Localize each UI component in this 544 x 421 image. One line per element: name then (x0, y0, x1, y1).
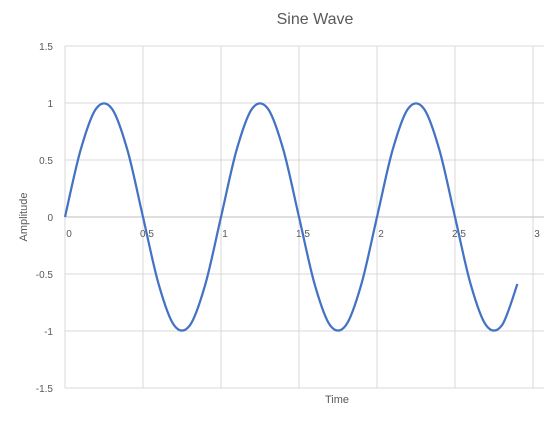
y-tick-label: 1.5 (39, 42, 53, 53)
y-axis-tick-labels: 1.5 1 0.5 0 -0.5 -1 -1.5 (36, 42, 54, 395)
sine-series-line (63, 102, 519, 332)
y-tick-label: 0.5 (39, 156, 53, 167)
x-tick-label: 2 (378, 229, 384, 240)
y-tick-label: 0 (47, 213, 53, 224)
y-tick-label: -1.5 (36, 384, 54, 395)
y-axis-title: Amplitude (18, 193, 30, 242)
y-tick-label: -0.5 (36, 270, 54, 281)
x-tick-label: 1 (222, 229, 228, 240)
horizontal-gridlines (65, 45, 544, 389)
x-tick-label: 3 (534, 229, 540, 240)
y-tick-label: -1 (44, 327, 53, 338)
x-tick-label: 0 (66, 229, 72, 240)
series-layer (63, 102, 519, 332)
x-axis-title: Time (325, 394, 349, 406)
chart-title: Sine Wave (277, 11, 354, 28)
y-tick-label: 1 (47, 99, 53, 110)
